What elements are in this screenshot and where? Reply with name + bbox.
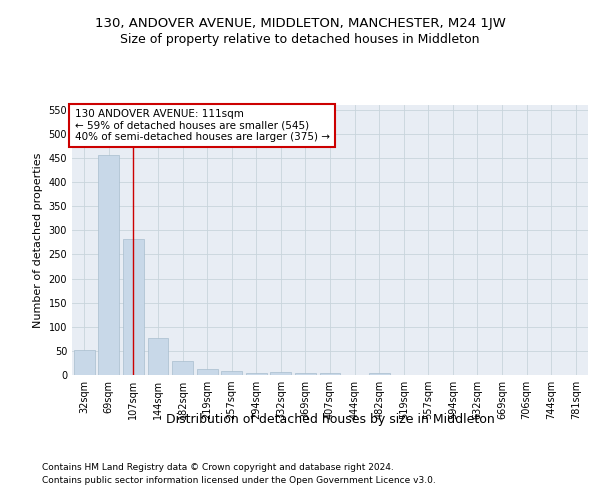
Y-axis label: Number of detached properties: Number of detached properties: [33, 152, 43, 328]
Text: Contains HM Land Registry data © Crown copyright and database right 2024.: Contains HM Land Registry data © Crown c…: [42, 462, 394, 471]
Text: 130, ANDOVER AVENUE, MIDDLETON, MANCHESTER, M24 1JW: 130, ANDOVER AVENUE, MIDDLETON, MANCHEST…: [95, 18, 505, 30]
Bar: [271, 372, 292, 375]
Bar: [98, 155, 119, 375]
Bar: [197, 368, 218, 375]
Bar: [123, 238, 144, 375]
Text: 130 ANDOVER AVENUE: 111sqm
← 59% of detached houses are smaller (545)
40% of sem: 130 ANDOVER AVENUE: 111sqm ← 59% of deta…: [74, 109, 329, 142]
Bar: [295, 372, 316, 375]
Bar: [74, 350, 95, 375]
Bar: [368, 372, 389, 375]
Bar: [246, 372, 267, 375]
Bar: [172, 360, 193, 375]
Text: Contains public sector information licensed under the Open Government Licence v3: Contains public sector information licen…: [42, 476, 436, 485]
Bar: [320, 372, 340, 375]
Bar: [148, 338, 169, 375]
Bar: [221, 370, 242, 375]
Text: Distribution of detached houses by size in Middleton: Distribution of detached houses by size …: [166, 412, 494, 426]
Text: Size of property relative to detached houses in Middleton: Size of property relative to detached ho…: [120, 32, 480, 46]
